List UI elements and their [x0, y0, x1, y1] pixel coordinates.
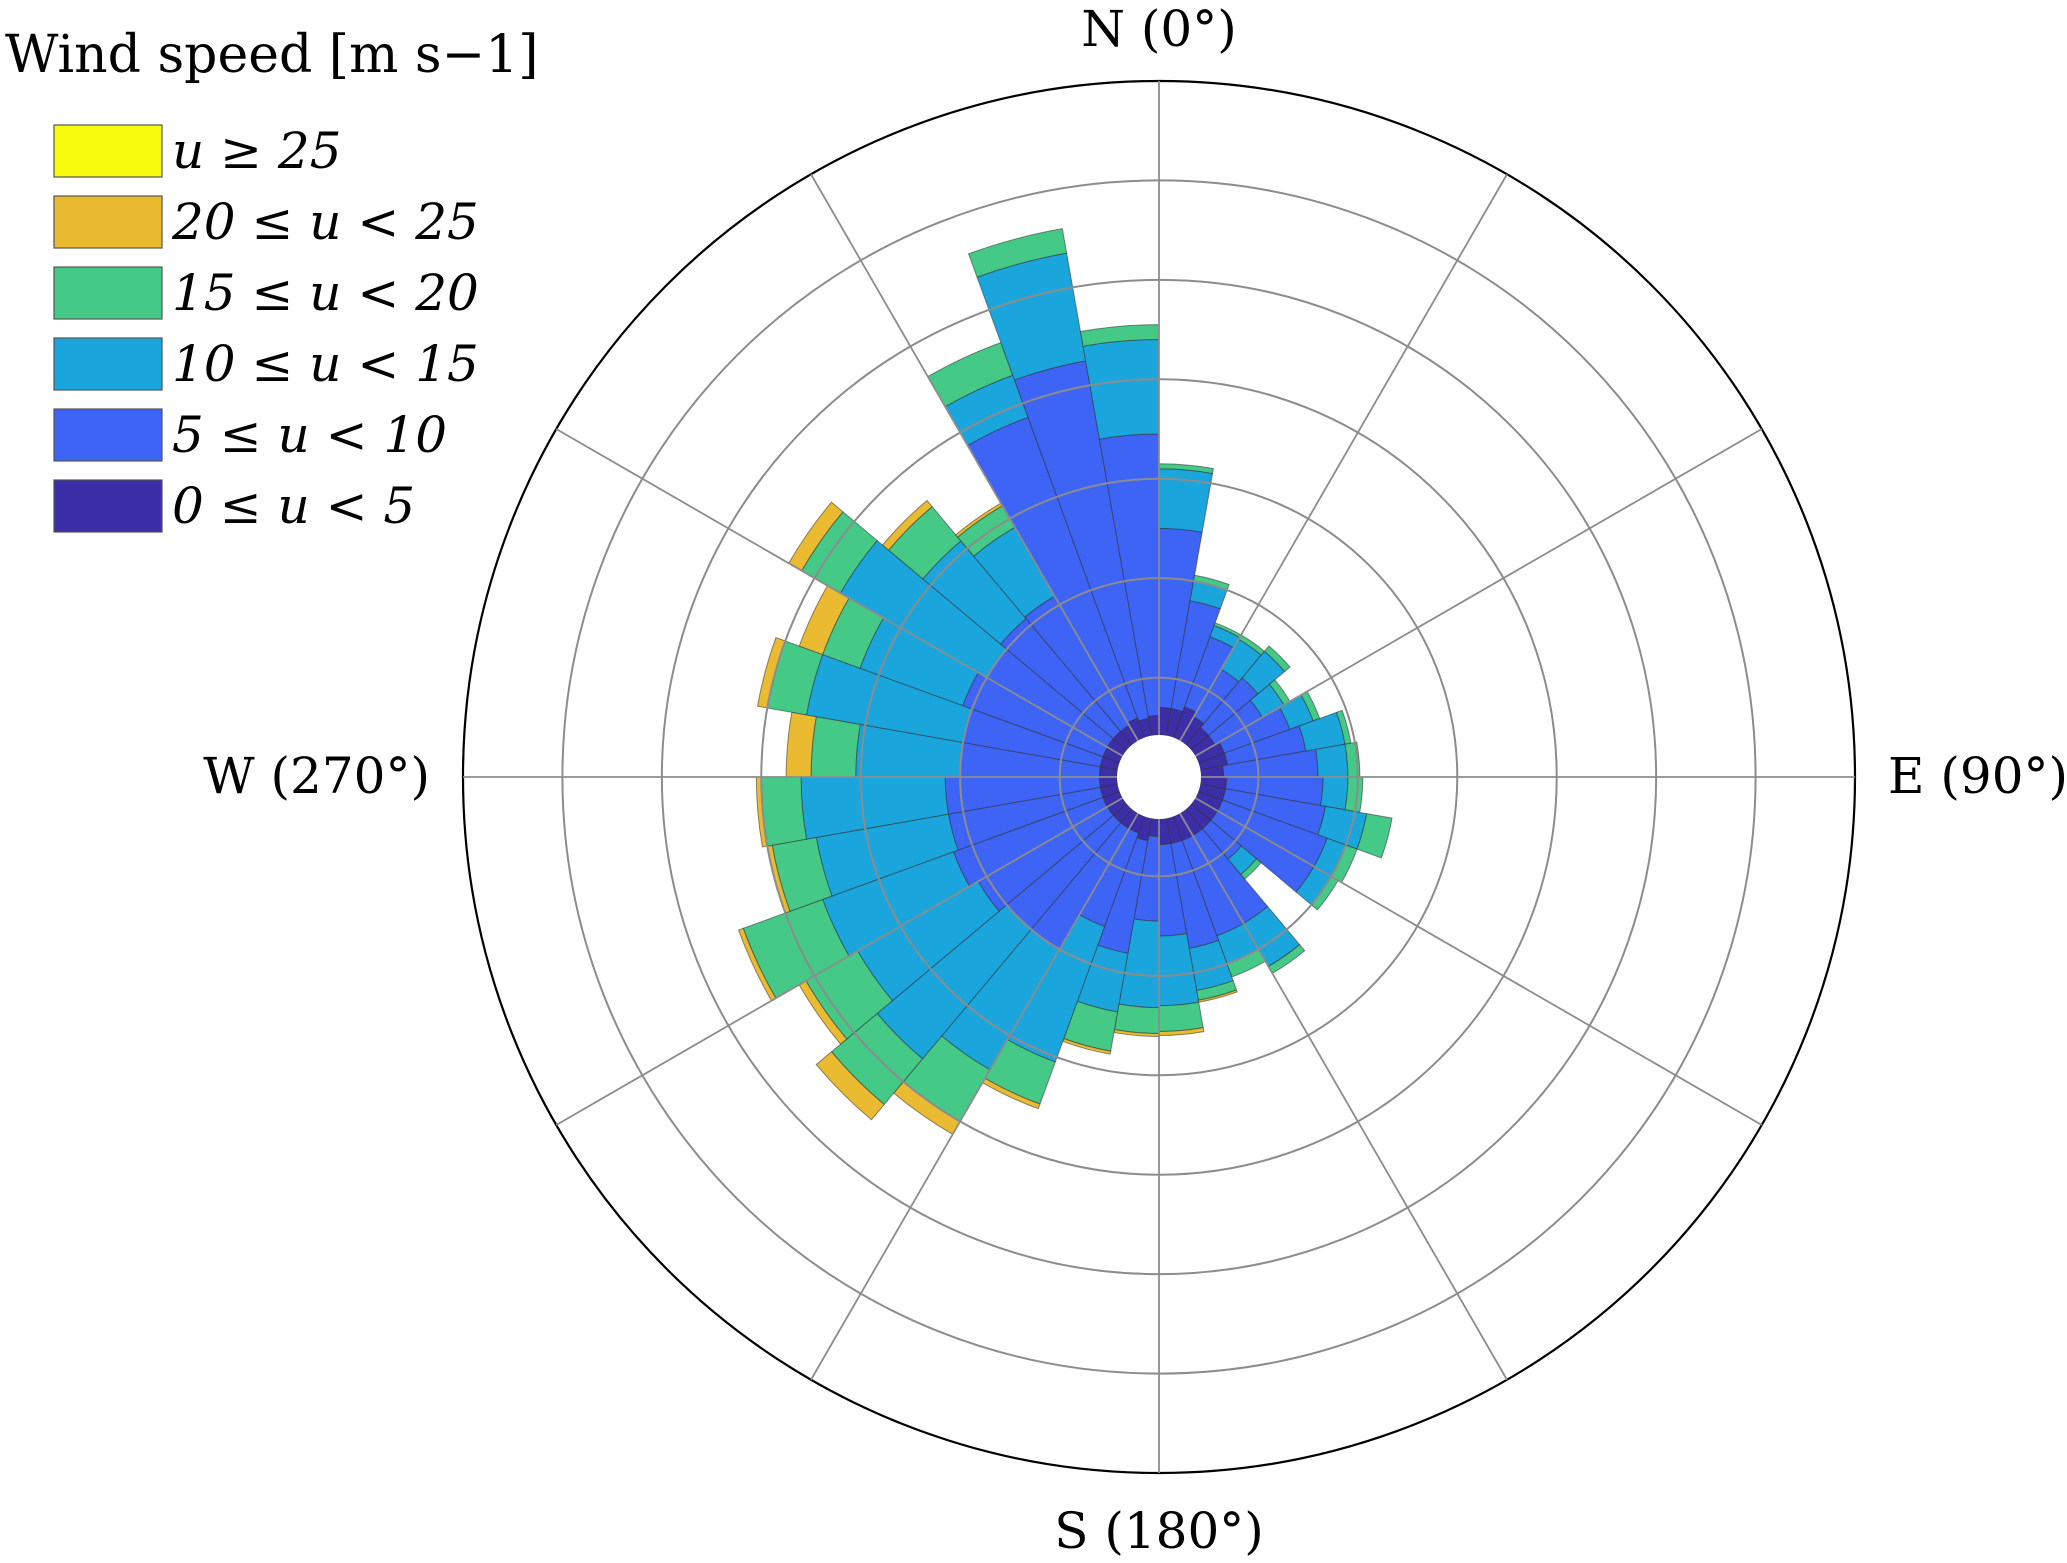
legend-label-5-10: 5 ≤ u < 10 — [172, 406, 447, 464]
legend-swatch-10-15 — [53, 337, 163, 391]
bar-dir-95-speed-bin-3 — [1344, 776, 1364, 813]
grid-spoke-60 — [1194, 428, 1763, 757]
legend-swatch-0-5 — [53, 479, 163, 533]
grid-spoke-330 — [810, 173, 1139, 742]
bar-dir-265-speed-bin-3 — [760, 776, 808, 847]
bar-dir-45-speed-bin-3 — [1263, 645, 1291, 673]
legend-label-15-20: 15 ≤ u < 20 — [172, 264, 479, 322]
legend-title: Wind speed [m s−1] — [5, 25, 539, 85]
bar-dir-305-speed-bin-4 — [788, 501, 844, 572]
bar-dir-345-speed-bin-3 — [967, 228, 1068, 278]
legend-swatch-20-25 — [53, 195, 163, 249]
bar-dir-225-speed-bin-4 — [815, 1051, 885, 1121]
polar-grid — [461, 79, 1857, 1475]
grid-spoke-240 — [555, 797, 1124, 1126]
bar-dir-5-speed-bin-3 — [1158, 463, 1214, 475]
grid-spoke-120 — [1194, 797, 1763, 1126]
legend-swatch-15-20 — [53, 266, 163, 320]
direction-label-south: S (180°) — [1054, 1502, 1264, 1560]
grid-spoke-30 — [1179, 173, 1508, 742]
grid-spoke-210 — [810, 812, 1139, 1381]
bar-dir-245-speed-bin-4 — [737, 927, 777, 1002]
grid-spoke-150 — [1179, 812, 1508, 1381]
bar-dir-105-speed-bin-3 — [1356, 813, 1393, 859]
legend-label-20-25: 20 ≤ u < 25 — [171, 193, 479, 251]
bar-dir-85-speed-bin-2 — [1315, 743, 1349, 778]
bar-dir-185-speed-bin-3 — [1113, 1003, 1160, 1035]
legend: Wind speed [m s−1] u ≥ 25 20 ≤ u < 25 15… — [5, 25, 539, 535]
bar-dir-315-speed-bin-4 — [881, 499, 933, 551]
direction-label-east: E (90°) — [1888, 747, 2067, 805]
bar-dir-95-speed-bin-2 — [1319, 776, 1349, 811]
legend-label-0-5: 0 ≤ u < 5 — [172, 477, 415, 535]
legend-label-u-ge-25: u ≥ 25 — [172, 122, 342, 180]
bar-dir-175-speed-bin-3 — [1158, 1001, 1204, 1033]
center-hole — [1117, 735, 1201, 819]
direction-label-west: W (270°) — [203, 747, 430, 805]
direction-label-north: N (0°) — [1081, 0, 1236, 58]
wind-rose-bars — [737, 228, 1393, 1136]
legend-swatch-5-10 — [53, 408, 163, 462]
legend-label-10-15: 10 ≤ u < 15 — [172, 335, 479, 393]
bar-dir-275-speed-bin-3 — [810, 715, 861, 778]
grid-spoke-300 — [555, 428, 1124, 757]
legend-swatch-u-ge-25 — [53, 124, 163, 178]
